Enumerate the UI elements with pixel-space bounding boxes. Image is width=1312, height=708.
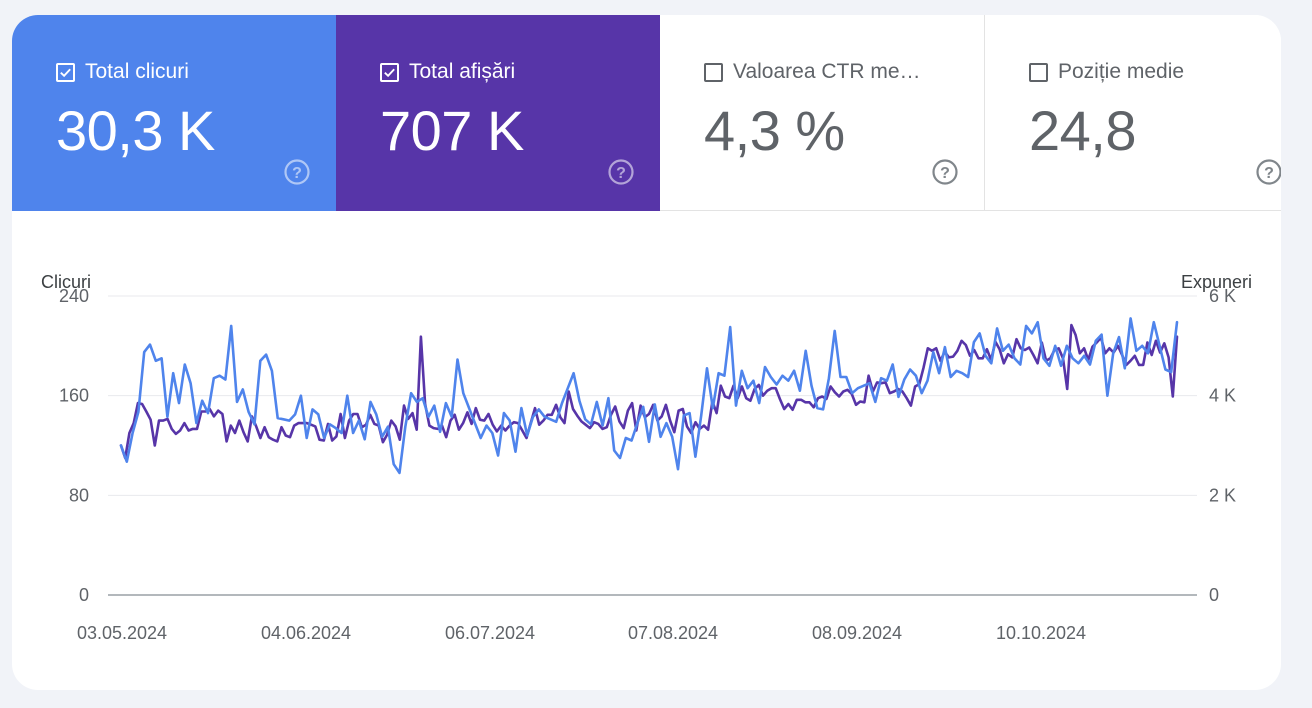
series-line-clicks [119,317,1179,475]
svg-text:?: ? [1264,165,1274,182]
y-left-tick-label: 240 [59,286,89,306]
metric-value: 30,3 K [56,99,215,162]
y-left-tick-label: 0 [79,585,89,605]
checkbox-checked-icon[interactable] [56,62,75,82]
series-line-impressions [119,323,1179,460]
svg-text:?: ? [940,165,950,182]
metric-tile-total-impressions[interactable]: Total afișări 707 K ? [336,15,660,211]
metric-tile-average-position[interactable]: Poziție medie 24,8 ? [984,15,1281,211]
x-tick-label: 06.07.2024 [445,623,535,643]
y-right-tick-label: 0 [1209,585,1219,605]
x-tick-label: 04.06.2024 [261,623,351,643]
metric-label: Total clicuri [85,60,189,83]
y-left-ticks: 240 160 80 0 [59,286,89,605]
x-tick-label: 07.08.2024 [628,623,718,643]
svg-text:?: ? [616,165,626,182]
x-tick-label: 03.05.2024 [77,623,167,643]
y-right-tick-label: 6 K [1209,286,1236,306]
performance-chart: Clicuri Expuneri 240 160 80 0 6 K 4 K 2 K 0 03… [12,211,1281,690]
svg-text:?: ? [292,165,302,182]
metric-label: Valoarea CTR me… [733,60,921,83]
chart-grid [108,295,1197,596]
help-icon[interactable]: ? [1256,159,1281,185]
metric-value: 4,3 % [704,99,845,162]
y-right-axis-label: Expuneri [1181,272,1252,292]
y-left-tick-label: 160 [59,386,89,406]
performance-card: Total clicuri 30,3 K ? Total afișări 707… [12,15,1281,690]
help-icon[interactable]: ? [608,159,634,185]
metric-tiles: Total clicuri 30,3 K ? Total afișări 707… [12,15,1281,211]
metric-value: 24,8 [1029,99,1137,162]
checkbox-unchecked-icon[interactable] [704,62,723,82]
y-left-axis-label: Clicuri [41,272,91,292]
line-chart: Clicuri Expuneri 240 160 80 0 6 K 4 K 2 K 0 03… [41,272,1252,643]
help-icon[interactable]: ? [932,159,958,185]
checkbox-unchecked-icon[interactable] [1029,62,1048,82]
x-tick-label: 08.09.2024 [812,623,902,643]
y-right-ticks: 6 K 4 K 2 K 0 [1209,286,1236,605]
metric-tile-total-clicks[interactable]: Total clicuri 30,3 K ? [12,15,336,211]
x-ticks: 03.05.2024 04.06.2024 06.07.2024 07.08.2024… [77,623,1086,643]
metric-label: Total afișări [409,60,516,83]
metric-value: 707 K [380,99,524,162]
help-icon[interactable]: ? [284,159,310,185]
y-left-tick-label: 80 [69,485,89,505]
y-right-tick-label: 2 K [1209,485,1236,505]
x-tick-label: 10.10.2024 [996,623,1086,643]
metric-tile-average-ctr[interactable]: Valoarea CTR me… 4,3 % ? [660,15,984,211]
y-right-tick-label: 4 K [1209,386,1236,406]
metric-label: Poziție medie [1058,60,1185,83]
chart-series [119,317,1179,475]
checkbox-checked-icon[interactable] [380,62,399,82]
